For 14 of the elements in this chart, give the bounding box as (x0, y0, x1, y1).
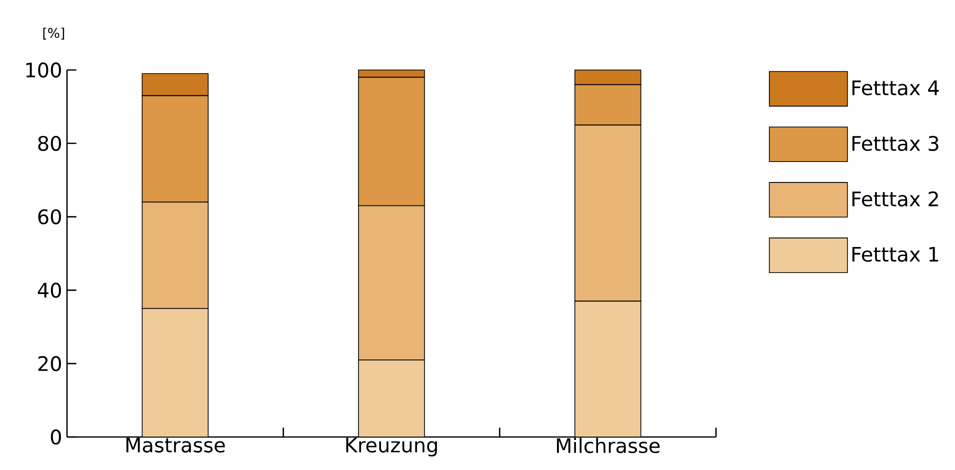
y-tick-label: 0 (50, 429, 61, 445)
x-tick-label: Milchrasse (556, 438, 660, 454)
y-tick-label: 100 (26, 62, 61, 78)
y-tick-label: 60 (38, 209, 61, 224)
legend-label: Fetttax 2 (852, 191, 938, 206)
x-tick-label: Kreuzung (346, 438, 437, 456)
y-tick-label: 40 (38, 282, 61, 298)
legend-label: Fetttax 1 (852, 246, 938, 262)
y-tick-label: 20 (38, 356, 61, 372)
x-tick-label: Mastrasse (126, 438, 225, 453)
y-axis-title: [%] (43, 28, 64, 40)
legend-label: Fetttax 3 (852, 136, 938, 152)
y-tick-label: 80 (38, 136, 61, 151)
legend-label: Fetttax 4 (852, 80, 939, 96)
